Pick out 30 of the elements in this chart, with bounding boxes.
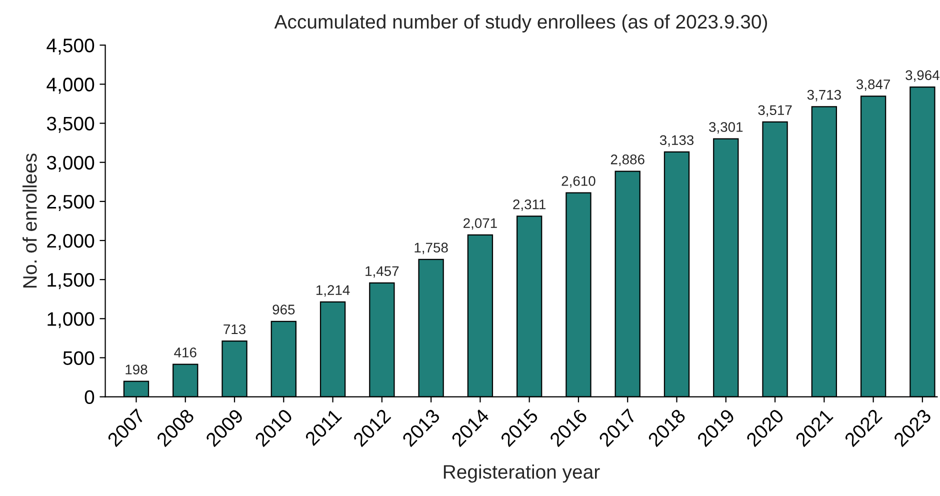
data-label: 3,964 xyxy=(906,70,940,82)
data-label: 3,133 xyxy=(660,135,694,147)
y-tick-label: 3,500 xyxy=(46,116,94,133)
chart-title: Accumulated number of study enrollees (as of 2023.9.30) xyxy=(274,14,768,33)
y-tick-label: 3,000 xyxy=(46,156,94,172)
y-tick-label: 4,000 xyxy=(46,78,94,94)
data-label: 3,517 xyxy=(758,105,792,117)
x-axis-title: Registeration year xyxy=(444,464,600,483)
data-label: 2,886 xyxy=(610,154,644,166)
data-label: 3,847 xyxy=(856,79,890,91)
data-label: 2,610 xyxy=(562,176,596,188)
data-label: 3,301 xyxy=(709,122,743,134)
data-label: 2,071 xyxy=(464,218,497,230)
data-label: 713 xyxy=(224,324,246,334)
y-axis-title: No. of enrollees xyxy=(22,154,37,288)
y-tick-label: 4,500 xyxy=(46,38,94,55)
y-tick-label: 500 xyxy=(63,351,94,365)
data-label: 1,214 xyxy=(316,285,350,297)
data-label: 416 xyxy=(174,348,196,358)
y-tick-label: 0 xyxy=(84,390,94,404)
y-tick-label: 2,000 xyxy=(47,234,94,250)
data-label: 198 xyxy=(126,364,148,374)
y-tick-label: 1,500 xyxy=(48,273,94,290)
y-tick-label: 1,000 xyxy=(48,312,94,328)
data-label: 1,758 xyxy=(414,242,448,254)
y-tick-label: 2,500 xyxy=(47,194,94,211)
data-label: 3,713 xyxy=(807,90,841,102)
data-label: 1,457 xyxy=(366,266,399,278)
data-label: 2,311 xyxy=(513,199,546,211)
data-label: 965 xyxy=(272,304,295,314)
